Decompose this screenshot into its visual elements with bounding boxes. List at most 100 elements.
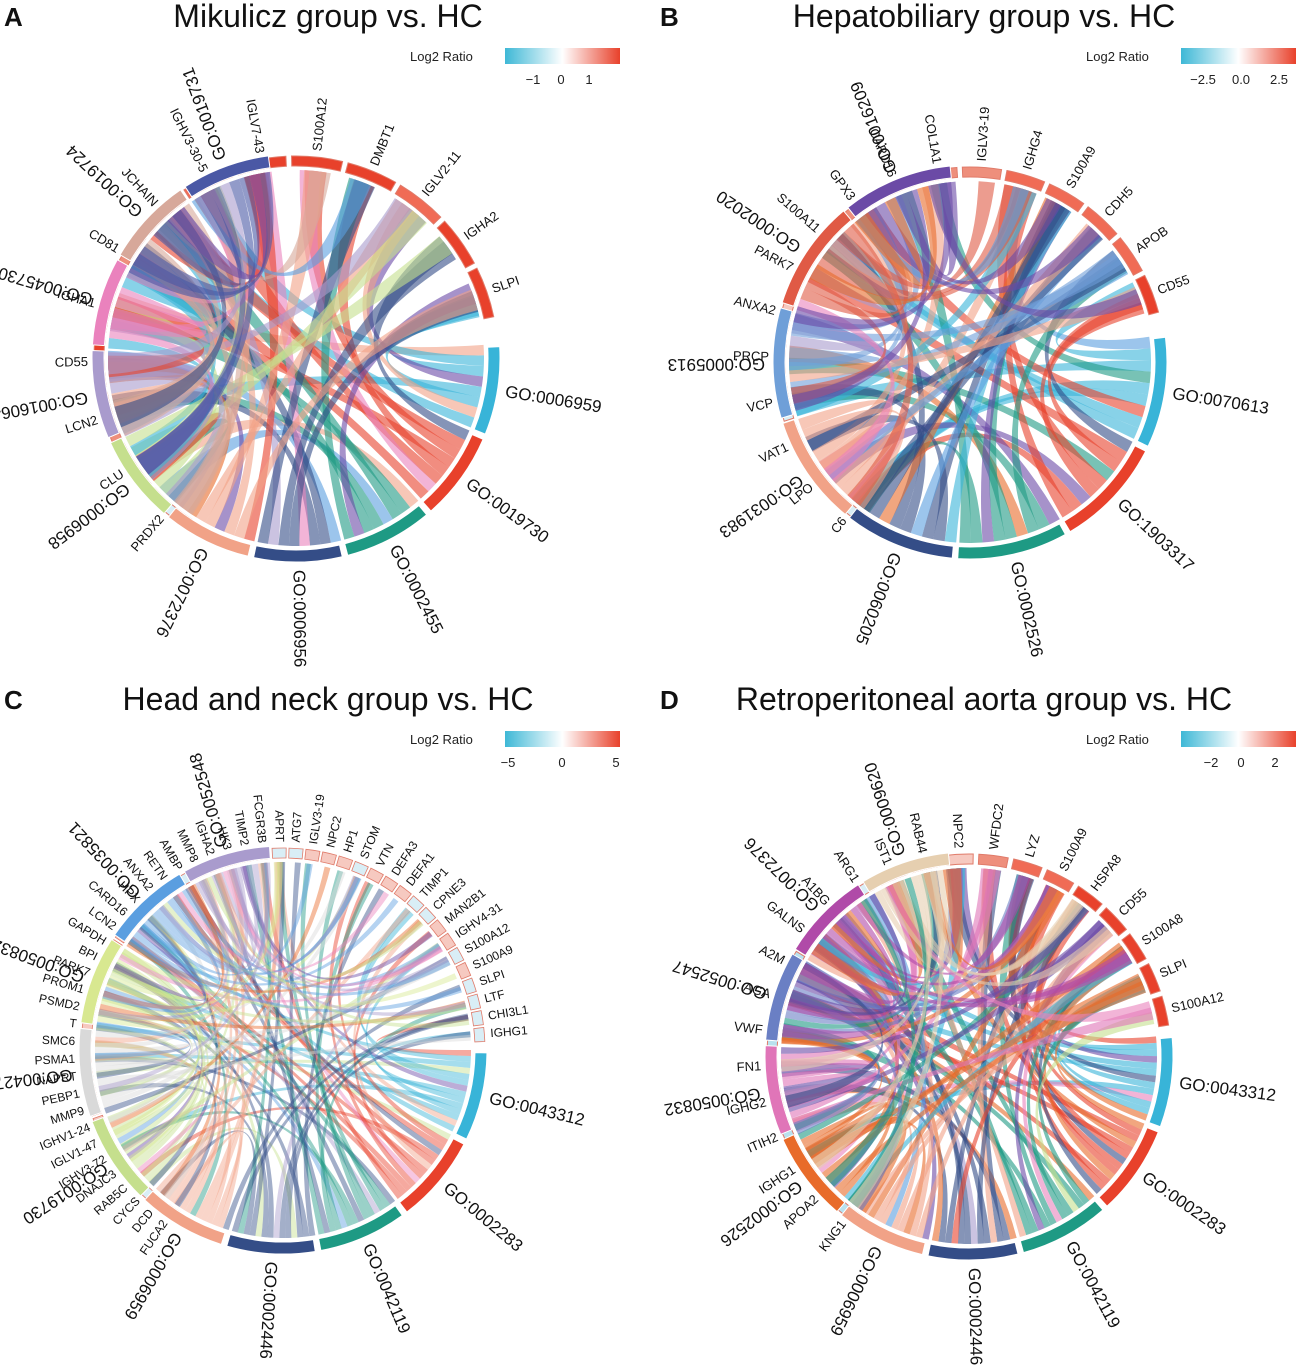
go-term-sector — [781, 210, 852, 307]
chord-ribbon — [859, 227, 1104, 513]
chord-ribbon — [835, 868, 963, 979]
gene-label: CDH5 — [1101, 183, 1136, 219]
chord-ribbon — [98, 1034, 471, 1091]
go-term-label: GO:0006956 — [290, 570, 310, 668]
gene-sector — [977, 853, 1009, 869]
gene-label: ARG1 — [831, 847, 863, 885]
chord-ribbon — [95, 1053, 467, 1098]
chord-ribbon — [111, 948, 202, 1134]
go-term-sector — [782, 1134, 846, 1213]
gene-sector — [351, 860, 369, 877]
chord-ribbon — [108, 182, 247, 375]
gene-label: DMBT1 — [367, 121, 398, 167]
chord-ribbon — [849, 870, 944, 1209]
panel-title: Mikulicz group vs. HC — [173, 0, 483, 34]
gene-sector — [470, 1010, 484, 1027]
gene-label: HP1 — [340, 827, 361, 854]
gene-sector — [1010, 858, 1043, 878]
go-term-label: GO:0045730 — [0, 263, 95, 308]
chord-ribbon — [844, 868, 964, 1202]
chord-ribbon — [781, 1030, 880, 1135]
gene-label: CD55 — [1155, 272, 1191, 298]
chord-ribbon — [159, 864, 259, 970]
gene-sector — [1098, 907, 1128, 937]
chord-ribbon — [102, 883, 224, 1010]
gene-sector — [344, 162, 397, 192]
panel-letter: D — [660, 685, 679, 715]
legend: Log2 Ratio −2.5 0.0 2.5 — [1086, 48, 1301, 88]
chord-ribbon — [832, 917, 965, 1244]
gene-label: A2M — [757, 942, 788, 968]
chord-ribbon — [868, 887, 1064, 1219]
gene-sector — [1121, 933, 1147, 965]
go-term-label: GO:0060205 — [852, 550, 905, 648]
chord-ribbon — [790, 250, 1122, 394]
gene-sector — [447, 946, 465, 965]
legend: Log2 Ratio −5 0 5 — [410, 731, 625, 771]
chord-ribbon — [249, 862, 286, 1236]
go-term-sector — [184, 155, 271, 198]
gene-label: FCGR3B — [250, 794, 269, 844]
gene-label: PRDX2 — [128, 512, 167, 555]
gene-sector — [271, 847, 287, 859]
gene-label: APOB — [1132, 223, 1170, 256]
chord-ribbon — [1040, 293, 1144, 497]
gene-label: PRCP — [733, 348, 769, 364]
panel-letter: B — [660, 2, 679, 32]
chord-ribbon — [785, 962, 884, 1108]
gene-label: S100A9 — [1056, 826, 1090, 874]
gene-label: HK3 — [215, 825, 235, 852]
chord-ribbon — [796, 298, 895, 482]
chord-ribbon — [123, 942, 441, 1155]
go-term-label: GO:0006959 — [504, 382, 603, 417]
go-term-sector — [422, 433, 484, 512]
chord-ribbon — [303, 888, 385, 1237]
go-term-label: GO:0052547 — [670, 956, 769, 1003]
go-term-sector — [1063, 445, 1147, 533]
chord-ribbon — [353, 930, 433, 1179]
go-term-sector — [80, 938, 123, 1025]
gene-label: ANXA2 — [732, 293, 777, 318]
chord-ribbon — [897, 899, 1083, 1233]
chord-ribbon — [376, 1014, 471, 1057]
gene-label: TIMP2 — [232, 809, 252, 847]
chord-ribbon — [1008, 875, 1127, 1165]
chord-ribbon — [104, 923, 205, 1011]
chord-ribbon — [821, 942, 1127, 1179]
legend-tick: 0.0 — [1231, 72, 1251, 87]
gene-sector — [288, 847, 304, 860]
go-term-label: GO:0002526 — [1007, 560, 1047, 659]
chord-ribbon — [167, 173, 268, 280]
go-term-sector — [78, 1027, 103, 1118]
go-term-label: GO:0006958 — [44, 479, 133, 553]
gene-label: KNG1 — [816, 1217, 849, 1254]
chord-ribbon — [942, 868, 963, 963]
gene-label: WFDC2 — [986, 803, 1007, 851]
go-term-sector — [847, 165, 952, 218]
legend-tick: 2 — [1271, 755, 1279, 770]
go-term-sector — [772, 307, 794, 419]
gene-sector — [436, 220, 476, 269]
go-term-label: GO:0052548 — [186, 751, 232, 850]
go-term-sector — [119, 189, 188, 262]
chord-ribbon — [112, 965, 203, 1160]
legend-tick: −2.5 — [1190, 72, 1216, 87]
gene-sector — [1139, 962, 1161, 995]
chord-ribbon — [856, 898, 935, 1237]
gene-label: T — [69, 1016, 79, 1031]
go-term-sector — [794, 884, 866, 957]
gene-sector — [335, 855, 354, 871]
panel-title: Head and neck group vs. HC — [122, 681, 534, 717]
ribbons — [789, 181, 1151, 543]
chord-ribbon — [944, 203, 1072, 543]
chord-ribbon — [257, 179, 375, 544]
chord-ribbon — [128, 894, 221, 987]
chord-ribbon — [215, 862, 269, 960]
go-term-sector — [1136, 336, 1168, 447]
gene-sector — [320, 851, 337, 866]
go-term-label: GO:0042119 — [1062, 1238, 1124, 1332]
go-term-sector — [167, 507, 252, 557]
chord-ribbon — [365, 943, 462, 1115]
go-term-label: GO:0019730 — [462, 474, 552, 547]
chord-ribbon — [353, 919, 432, 1170]
